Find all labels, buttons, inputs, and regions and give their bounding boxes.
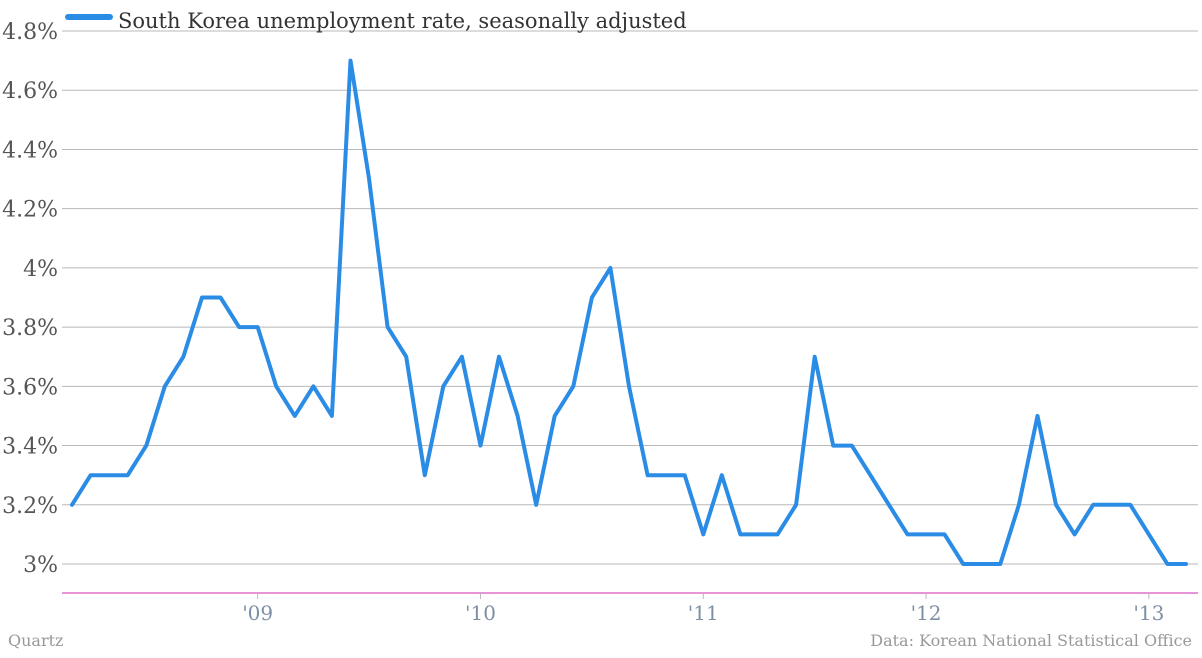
y-tick-label: 3% <box>23 553 58 578</box>
y-tick-label: 4.6% <box>2 79 58 104</box>
source-right: Data: Korean National Statistical Office <box>870 631 1192 650</box>
y-tick-label: 3.8% <box>2 316 58 341</box>
x-tick-label: '11 <box>688 601 719 625</box>
x-tick-label: '13 <box>1133 601 1164 625</box>
y-tick-label: 3.2% <box>2 494 58 519</box>
series-line <box>70 58 1188 566</box>
legend-label: South Korea unemployment rate, seasonall… <box>118 9 687 33</box>
x-tick-label: '10 <box>465 601 496 625</box>
x-axis-ticks: '09 '10 '11 '12 '13 <box>242 593 1164 625</box>
x-tick-label: '09 <box>242 601 273 625</box>
gridlines <box>62 30 1198 565</box>
y-tick-label: 4.8% <box>2 20 58 45</box>
y-tick-label: 4.4% <box>2 138 58 163</box>
series-lines <box>70 58 1188 566</box>
y-tick-label: 4% <box>23 257 58 282</box>
y-tick-label: 3.6% <box>2 375 58 400</box>
x-tick-label: '12 <box>911 601 942 625</box>
y-tick-label: 3.4% <box>2 435 58 460</box>
y-tick-label: 4.2% <box>2 198 58 223</box>
y-axis-ticks: 3% 3.2% 3.4% 3.6% 3.8% 4% 4.2% 4.4% 4.6% 4.8% <box>2 20 58 578</box>
source-left: Quartz <box>8 631 63 650</box>
legend: South Korea unemployment rate, seasonall… <box>65 9 687 33</box>
